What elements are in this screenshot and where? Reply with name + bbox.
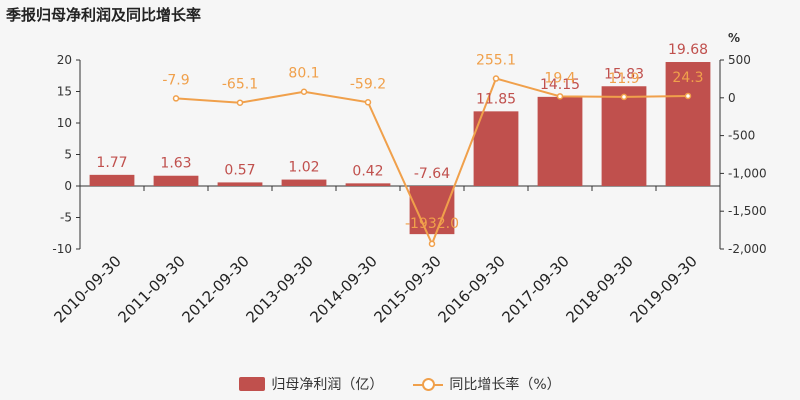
bar: [601, 86, 647, 186]
growth-point: [428, 240, 436, 248]
growth-value-label: 255.1: [476, 53, 516, 69]
left-tick-label: 15: [57, 85, 72, 99]
bar-value-label: -7.64: [414, 166, 450, 182]
bar: [217, 182, 263, 186]
growth-value-label: 80.1: [288, 66, 319, 82]
right-tick-label: 500: [728, 53, 751, 67]
x-tick-label: 2010-09-30: [50, 252, 124, 326]
bar-value-label: 0.57: [224, 162, 255, 178]
x-tick-label: 2016-09-30: [434, 252, 508, 326]
chart-title: 季报归母净利润及同比增长率: [6, 6, 202, 24]
growth-point: [300, 88, 308, 95]
left-tick-label: 20: [57, 53, 72, 67]
growth-value-label: -7.9: [162, 72, 189, 88]
legend: 归母净利润（亿） 同比增长率（%）: [0, 374, 800, 394]
bar-value-label: 19.68: [668, 42, 708, 58]
growth-value-label: -65.1: [222, 77, 258, 93]
legend-item-line[interactable]: 同比增长率（%）: [413, 374, 561, 394]
right-tick-label: -2,000: [728, 242, 767, 256]
left-tick-label: 5: [64, 148, 72, 162]
growth-point: [620, 93, 628, 101]
growth-point: [364, 99, 372, 106]
growth-point: [492, 75, 500, 82]
bar-value-label: 14.15: [540, 77, 580, 93]
left-tick-label: -5: [60, 211, 72, 225]
legend-bar-swatch: [239, 377, 266, 391]
left-tick-label: 10: [57, 116, 72, 130]
bar-value-label: 1.02: [288, 160, 319, 176]
growth-value-label: -59.2: [350, 76, 386, 92]
bar: [665, 62, 711, 186]
legend-bar-label: 归母净利润（亿）: [271, 377, 384, 393]
bar: [345, 183, 391, 186]
bar-value-label: 0.42: [352, 163, 383, 179]
bar: [537, 96, 583, 186]
x-tick-label: 2013-09-30: [242, 252, 316, 326]
x-tick-label: 2012-09-30: [178, 252, 252, 326]
right-tick-label: -1,500: [728, 204, 767, 218]
growth-value-label: 24.3: [672, 70, 703, 86]
x-tick-label: 2019-09-30: [626, 252, 700, 326]
bar-value-label: 1.63: [160, 156, 191, 172]
legend-line-label: 同比增长率（%）: [449, 377, 561, 393]
legend-item-bar[interactable]: 归母净利润（亿）: [239, 374, 383, 394]
right-tick-label: -500: [728, 129, 755, 143]
legend-line-swatch: [413, 377, 444, 391]
growth-point: [172, 95, 180, 102]
bar-value-label: 11.85: [476, 91, 516, 107]
x-tick-label: 2011-09-30: [114, 252, 188, 326]
growth-value-label: 11.9: [608, 71, 639, 87]
right-tick-label: -1,000: [728, 166, 767, 180]
growth-value-label: 19.4: [544, 70, 575, 86]
x-tick-label: 2018-09-30: [562, 252, 636, 326]
right-axis-unit: %: [728, 31, 740, 45]
left-tick-label: 0: [64, 179, 72, 193]
bar: [89, 174, 135, 186]
growth-value-label: -1932.0: [405, 216, 459, 232]
growth-point: [684, 92, 692, 100]
right-tick-label: 0: [728, 91, 736, 105]
x-tick-label: 2015-09-30: [370, 252, 444, 326]
bar: [281, 179, 327, 186]
x-tick-label: 2017-09-30: [498, 252, 572, 326]
growth-point: [556, 93, 564, 100]
bar-value-label: 1.77: [96, 155, 127, 171]
growth-point: [236, 99, 244, 106]
x-tick-label: 2014-09-30: [306, 252, 380, 326]
bar-value-label: 15.83: [604, 66, 644, 82]
bar: [473, 111, 519, 186]
bar: [153, 175, 199, 186]
left-tick-label: -10: [52, 242, 72, 256]
